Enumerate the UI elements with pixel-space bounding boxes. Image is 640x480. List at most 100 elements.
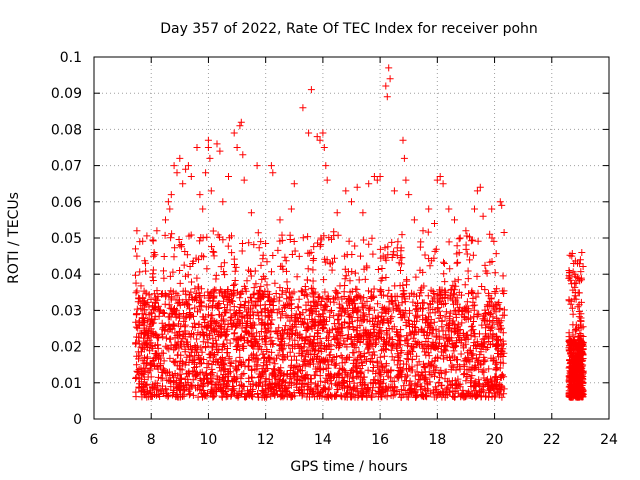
data-point bbox=[474, 289, 482, 297]
data-point bbox=[431, 372, 438, 380]
data-point bbox=[212, 381, 220, 389]
data-point bbox=[140, 319, 148, 327]
data-point bbox=[350, 384, 357, 392]
data-point bbox=[453, 361, 461, 369]
data-point bbox=[170, 378, 177, 386]
data-point bbox=[290, 238, 298, 245]
data-point bbox=[241, 393, 248, 401]
data-point bbox=[233, 321, 241, 329]
data-point bbox=[172, 358, 180, 366]
data-point bbox=[358, 358, 366, 366]
chart-title: Day 357 of 2022, Rate Of TEC Index for r… bbox=[160, 21, 538, 37]
data-point bbox=[335, 310, 343, 318]
data-point bbox=[478, 368, 486, 376]
data-point bbox=[475, 356, 483, 364]
data-point bbox=[176, 386, 184, 394]
data-point bbox=[181, 321, 189, 329]
data-point bbox=[255, 244, 263, 252]
data-point bbox=[387, 315, 394, 323]
data-point bbox=[370, 306, 378, 314]
data-point bbox=[230, 373, 238, 381]
data-point bbox=[486, 258, 494, 266]
data-point bbox=[199, 338, 207, 346]
data-point bbox=[167, 296, 175, 304]
data-point bbox=[463, 250, 471, 258]
data-point bbox=[213, 340, 220, 348]
data-point bbox=[379, 291, 387, 299]
data-point bbox=[396, 363, 404, 371]
data-point bbox=[315, 312, 323, 320]
data-point bbox=[456, 383, 464, 391]
data-point bbox=[382, 360, 390, 368]
data-point bbox=[439, 327, 447, 335]
data-point bbox=[162, 342, 170, 350]
data-point bbox=[227, 360, 235, 367]
data-point bbox=[133, 367, 141, 375]
data-point bbox=[434, 343, 442, 350]
data-point bbox=[195, 302, 203, 310]
data-point bbox=[138, 371, 146, 379]
data-point bbox=[401, 295, 409, 303]
data-point bbox=[245, 362, 253, 370]
data-point bbox=[398, 347, 406, 355]
data-point bbox=[285, 342, 293, 350]
data-point bbox=[191, 304, 199, 312]
data-point bbox=[276, 293, 284, 301]
data-point bbox=[135, 355, 142, 363]
data-point bbox=[324, 336, 332, 344]
data-point bbox=[282, 257, 290, 265]
data-point bbox=[245, 391, 253, 399]
x-tick-label: 20 bbox=[486, 432, 504, 448]
data-point bbox=[311, 288, 319, 296]
data-point bbox=[468, 372, 476, 380]
data-point bbox=[449, 281, 457, 289]
data-point bbox=[349, 340, 357, 348]
data-point bbox=[470, 306, 478, 314]
data-point bbox=[218, 317, 226, 325]
data-point bbox=[255, 382, 262, 390]
data-point bbox=[170, 321, 178, 329]
data-point bbox=[264, 308, 272, 316]
y-axis-label: ROTI / TECUs bbox=[6, 192, 22, 284]
data-point bbox=[479, 315, 487, 323]
data-point bbox=[196, 306, 204, 314]
data-point bbox=[421, 348, 429, 356]
data-point bbox=[455, 235, 463, 243]
data-point bbox=[476, 343, 484, 350]
data-point bbox=[430, 293, 438, 301]
data-point bbox=[336, 327, 344, 335]
data-point bbox=[344, 310, 352, 318]
data-point bbox=[282, 322, 290, 330]
data-point bbox=[248, 330, 256, 338]
data-point bbox=[209, 248, 217, 255]
data-point bbox=[273, 330, 281, 338]
data-point bbox=[414, 307, 422, 315]
data-point bbox=[334, 289, 342, 297]
data-point bbox=[198, 383, 206, 391]
data-point bbox=[275, 324, 283, 332]
data-point bbox=[438, 323, 446, 331]
data-point bbox=[462, 356, 470, 364]
data-point bbox=[237, 289, 245, 297]
data-point bbox=[257, 238, 265, 246]
y-tick-label: 0.09 bbox=[51, 86, 82, 102]
data-point bbox=[275, 297, 283, 305]
data-point bbox=[249, 291, 257, 299]
data-point bbox=[499, 337, 507, 345]
data-point bbox=[416, 286, 424, 294]
data-point bbox=[413, 314, 421, 322]
data-point bbox=[138, 383, 146, 391]
data-point bbox=[482, 267, 490, 275]
data-point bbox=[366, 358, 374, 365]
data-point bbox=[472, 387, 480, 395]
data-point bbox=[441, 287, 449, 295]
data-point bbox=[424, 341, 432, 349]
data-point bbox=[480, 368, 488, 376]
data-point bbox=[388, 297, 396, 305]
data-point bbox=[295, 252, 303, 260]
data-point bbox=[441, 278, 449, 286]
data-point bbox=[428, 358, 436, 366]
data-point bbox=[180, 382, 187, 389]
data-point bbox=[203, 233, 211, 241]
data-point bbox=[310, 371, 318, 379]
